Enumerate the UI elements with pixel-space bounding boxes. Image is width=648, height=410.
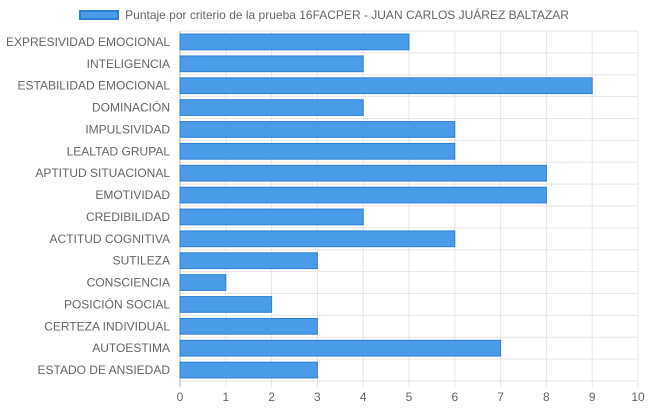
bar <box>179 230 456 248</box>
category-label: SUTILEZA <box>113 254 170 268</box>
legend-swatch <box>79 10 120 20</box>
x-tick-label: 8 <box>543 390 550 404</box>
bar <box>179 252 318 270</box>
x-tick-label: 0 <box>177 390 184 404</box>
category-label: APTITUD SITUACIONAL <box>35 166 170 180</box>
x-tick-label: 5 <box>406 390 413 404</box>
x-tick-label: 2 <box>268 390 275 404</box>
category-label: CREDIBILIDAD <box>86 210 170 224</box>
x-tick-label: 1 <box>222 390 229 404</box>
x-tick-label: 4 <box>360 390 367 404</box>
category-label: ACTITUD COGNITIVA <box>50 232 170 246</box>
x-tick-label: 10 <box>631 390 645 404</box>
category-label: INTELIGENCIA <box>87 57 170 71</box>
bar <box>179 186 547 204</box>
legend-label: Puntaje por criterio de la prueba 16FACP… <box>125 8 569 22</box>
bar <box>179 55 364 73</box>
bar <box>179 33 410 51</box>
bar <box>179 142 456 160</box>
category-label: CERTEZA INDIVIDUAL <box>44 319 170 333</box>
x-tick-label: 7 <box>497 390 504 404</box>
bar <box>179 296 273 313</box>
category-label: ESTABILIDAD EMOCIONAL <box>18 79 171 93</box>
chart-legend[interactable]: Puntaje por criterio de la prueba 16FACP… <box>0 6 648 24</box>
bar <box>179 361 318 379</box>
category-label: ESTADO DE ANSIEDAD <box>38 363 171 377</box>
category-label: POSICIÓN SOCIAL <box>64 296 170 311</box>
category-label: DOMINACIÓN <box>92 100 170 115</box>
category-label: IMPULSIVIDAD <box>85 122 170 136</box>
bar <box>179 77 593 95</box>
x-tick-label: 6 <box>451 390 458 404</box>
bar <box>179 121 456 138</box>
bar <box>179 317 318 335</box>
category-label: EMOTIVIDAD <box>95 188 170 202</box>
bar <box>179 208 364 226</box>
x-tick-label: 9 <box>589 390 596 404</box>
category-label: LEALTAD GRUPAL <box>67 144 171 158</box>
category-label: AUTOESTIMA <box>92 341 170 355</box>
x-tick-label: 3 <box>314 390 321 404</box>
bar <box>179 339 502 357</box>
category-label: CONSCIENCIA <box>87 276 170 290</box>
category-label: EXPRESIVIDAD EMOCIONAL <box>6 35 170 49</box>
bar <box>179 99 364 116</box>
bar <box>179 164 547 182</box>
bar <box>179 274 227 291</box>
